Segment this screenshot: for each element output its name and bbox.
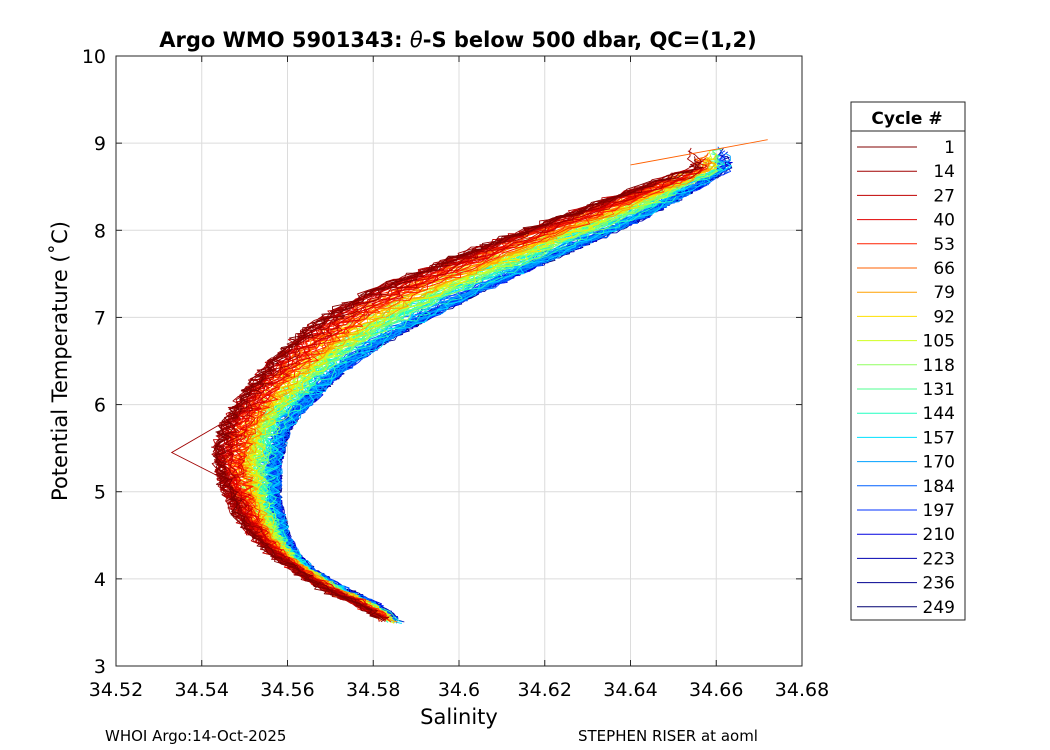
profile-line-cycle-173 xyxy=(268,185,692,612)
profile-line-cycle-245 xyxy=(268,171,720,612)
footer-source: WHOI Argo:14-Oct-2025 xyxy=(105,727,286,745)
profile-line-cycle-33 xyxy=(226,168,703,615)
legend-label-118: 118 xyxy=(923,356,955,376)
legend-label-170: 170 xyxy=(923,453,955,473)
x-tick-label: 34.64 xyxy=(603,679,657,701)
y-tick-label: 7 xyxy=(94,307,106,329)
profile-line-cycle-155 xyxy=(266,162,732,617)
y-tick-label: 9 xyxy=(94,133,106,155)
legend-label-53: 53 xyxy=(933,235,955,255)
profile-line-cycle-191 xyxy=(268,146,726,619)
y-tick-label: 4 xyxy=(94,569,106,591)
legend-title: Cycle # xyxy=(871,109,942,129)
x-tick-label: 34.62 xyxy=(518,679,572,701)
y-tick-label: 3 xyxy=(94,656,106,678)
profile-line-cycle-201 xyxy=(269,165,725,614)
profile-line-min-salinity xyxy=(170,417,232,480)
x-tick-label: 34.54 xyxy=(175,679,229,701)
x-axis-ticks: 34.52 34.54 34.56 34.58 34.6 34.62 34.64 34.66 3… xyxy=(89,56,829,701)
profile-line-cycle-177 xyxy=(267,165,727,611)
profile-line-cycle-239 xyxy=(268,167,725,617)
profile-line-cycle-1 xyxy=(215,156,697,622)
profile-line-cycle-213 xyxy=(267,151,733,611)
legend-box xyxy=(850,101,966,621)
profile-line-cycle-83 xyxy=(242,177,695,623)
legend-label-197: 197 xyxy=(923,501,955,521)
profile-line-cycle-219 xyxy=(267,164,726,620)
profile-line-cycle-203 xyxy=(267,161,732,617)
profile-line-cycle-153 xyxy=(258,178,698,615)
profile-line-cycle-185 xyxy=(267,159,732,618)
profile-line-cycle-99 xyxy=(250,188,673,616)
y-tick-label: 8 xyxy=(94,220,106,242)
footer-credit: STEPHEN RISER at aoml xyxy=(578,727,758,745)
legend-label-14: 14 xyxy=(933,162,955,182)
legend-label-40: 40 xyxy=(933,211,955,231)
y-axis-ticks: 3 4 5 6 7 8 9 10 xyxy=(82,46,802,678)
legend-label-236: 236 xyxy=(923,574,955,594)
profile-line-cycle-195 xyxy=(265,159,726,616)
legend-label-105: 105 xyxy=(923,332,955,352)
legend-label-184: 184 xyxy=(923,477,955,497)
x-tick-label: 34.58 xyxy=(346,679,400,701)
y-axis-label: Potential Temperature (˚C) xyxy=(48,221,72,501)
legend-label-144: 144 xyxy=(923,404,955,424)
chart-title: Argo WMO 5901343: θ-S below 500 dbar, QC… xyxy=(159,28,756,52)
y-tick-label: 6 xyxy=(94,395,106,417)
profile-line-max-salinity xyxy=(630,139,768,166)
legend: Cycle # 1 14 27 40 53 66 79 92 105 118 131 144 157 17… xyxy=(850,101,966,621)
x-tick-label: 34.66 xyxy=(689,679,743,701)
legend-label-223: 223 xyxy=(923,549,955,569)
profile-line-cycle-217 xyxy=(267,172,722,621)
profile-line-cycle-237 xyxy=(266,148,730,615)
profile-line-cycle-181 xyxy=(268,164,726,617)
profile-line-cycle-3 xyxy=(212,180,658,620)
x-tick-label: 34.68 xyxy=(775,679,829,701)
profile-line-cycle-169 xyxy=(264,152,731,623)
legend-label-249: 249 xyxy=(923,598,955,618)
legend-label-92: 92 xyxy=(933,307,955,327)
x-tick-label: 34.52 xyxy=(89,679,143,701)
legend-label-210: 210 xyxy=(923,525,955,545)
x-axis-label: Salinity xyxy=(420,705,498,729)
profile-line-cycle-189 xyxy=(269,171,730,615)
legend-label-131: 131 xyxy=(923,380,955,400)
x-tick-label: 34.6 xyxy=(438,679,480,701)
y-tick-label: 5 xyxy=(94,482,106,504)
legend-label-66: 66 xyxy=(933,259,955,279)
grid-lines xyxy=(116,56,802,666)
profile-line-cycle-211 xyxy=(267,155,730,613)
legend-label-27: 27 xyxy=(933,186,955,206)
legend-label-1: 1 xyxy=(944,138,955,158)
profile-line-cycle-199 xyxy=(266,171,716,624)
y-tick-label: 10 xyxy=(82,46,106,68)
profile-line-cycle-221 xyxy=(268,155,730,623)
profile-line-cycle-149 xyxy=(252,170,718,623)
profile-traces xyxy=(170,139,768,625)
x-tick-label: 34.56 xyxy=(260,679,314,701)
profile-line-cycle-205 xyxy=(267,167,727,613)
profile-line-cycle-207 xyxy=(265,167,726,621)
legend-label-157: 157 xyxy=(923,428,955,448)
profile-line-cycle-233 xyxy=(267,160,733,612)
legend-label-79: 79 xyxy=(933,283,955,303)
